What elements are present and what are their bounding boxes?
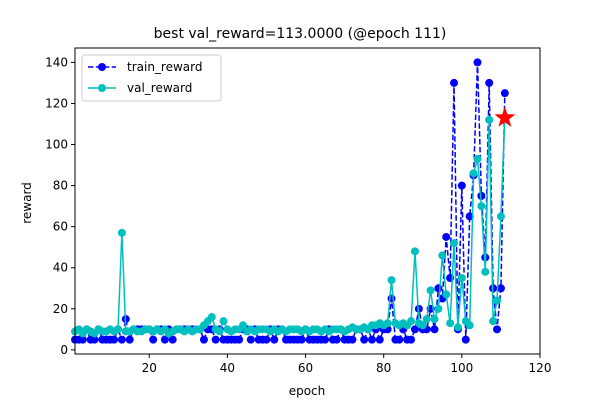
- val-reward-point: [477, 202, 486, 211]
- train-reward-point: [199, 335, 208, 344]
- val-reward-point: [207, 313, 216, 322]
- val-reward-point: [457, 274, 466, 283]
- train-reward-point: [168, 335, 177, 344]
- val-reward-point: [450, 239, 459, 248]
- train-reward-point: [367, 335, 376, 344]
- x-tick-label: 20: [142, 361, 157, 375]
- legend-label-train-reward: train_reward: [127, 60, 203, 74]
- train-reward-point: [149, 335, 158, 344]
- val-reward-point: [418, 321, 427, 330]
- y-tick-label: 40: [53, 261, 68, 275]
- train-reward-point: [90, 335, 99, 344]
- train-reward-point: [461, 335, 470, 344]
- x-tick-label: 60: [298, 361, 313, 375]
- y-tick-label: 60: [53, 220, 68, 234]
- legend: train_reward val_reward: [81, 54, 222, 102]
- plot-area: [71, 58, 516, 344]
- val-reward-point: [434, 304, 443, 313]
- x-tick-label: 100: [450, 361, 473, 375]
- train-reward-point: [485, 78, 494, 87]
- val-reward-point: [113, 325, 122, 334]
- train-reward-point: [477, 191, 486, 200]
- train-reward-point: [125, 335, 134, 344]
- train-reward-point: [430, 325, 439, 334]
- y-tick-label: 140: [45, 55, 68, 69]
- axis-ticks: 20 40 60 80 100 120 0 20 40 60 80 100 120 140: [45, 55, 551, 375]
- legend-label-val-reward: val_reward: [127, 81, 192, 95]
- val-reward-point: [422, 315, 431, 324]
- train-reward-point: [493, 325, 502, 334]
- legend-marker-train-reward: [98, 63, 106, 71]
- train-reward-point: [496, 284, 505, 293]
- y-tick-label: 120: [45, 96, 68, 110]
- train-reward-point: [160, 335, 169, 344]
- series-val-reward: [71, 113, 509, 338]
- train-reward-point: [465, 212, 474, 221]
- train-reward-point: [78, 335, 87, 344]
- train-reward-point: [442, 232, 451, 241]
- y-tick-label: 20: [53, 302, 68, 316]
- plot-frame: [74, 47, 541, 355]
- val-reward-point: [426, 286, 435, 295]
- train-reward-point: [270, 335, 279, 344]
- train-reward-point: [117, 335, 126, 344]
- val-reward-point: [473, 154, 482, 163]
- val-reward-point: [496, 212, 505, 221]
- chart-title: best val_reward=113.0000 (@epoch 111): [154, 26, 447, 42]
- train-reward-point: [211, 335, 220, 344]
- val-reward-point: [117, 228, 126, 237]
- val-reward-point: [438, 251, 447, 260]
- val-reward-point: [239, 321, 248, 330]
- val-reward-point: [407, 317, 416, 326]
- val-reward-point: [493, 296, 502, 305]
- train-reward-point: [395, 335, 404, 344]
- x-axis-label: epoch: [289, 384, 326, 398]
- train-reward-point: [410, 325, 419, 334]
- y-tick-label: 80: [53, 179, 68, 193]
- train-reward-point: [457, 181, 466, 190]
- train-reward-point: [110, 335, 119, 344]
- y-tick-label: 100: [45, 138, 68, 152]
- train-reward-point: [500, 89, 509, 98]
- best-val-star-icon: [494, 106, 516, 127]
- train-reward-point: [375, 335, 384, 344]
- val-reward-point: [485, 115, 494, 124]
- train-reward-point: [348, 335, 357, 344]
- val-reward-point: [442, 290, 451, 299]
- x-tick-label: 40: [220, 361, 235, 375]
- val-reward-point: [430, 315, 439, 324]
- train-reward-point: [297, 335, 306, 344]
- train-reward-point: [473, 58, 482, 67]
- train-reward-point: [262, 335, 271, 344]
- val-reward-point: [215, 327, 224, 336]
- train-reward-point: [360, 335, 369, 344]
- x-tick-label: 120: [529, 361, 552, 375]
- train-reward-point: [332, 335, 341, 344]
- legend-marker-val-reward: [98, 84, 106, 92]
- val-reward-point: [383, 319, 392, 328]
- val-reward-point: [410, 247, 419, 256]
- train-reward-point: [321, 335, 330, 344]
- legend-box: [81, 54, 222, 102]
- val-reward-point: [489, 317, 498, 326]
- x-tick-label: 80: [376, 361, 391, 375]
- val-reward-point: [469, 169, 478, 178]
- val-reward-point: [481, 267, 490, 276]
- val-reward-point: [219, 317, 228, 326]
- y-axis-label: reward: [20, 182, 34, 224]
- train-reward-point: [450, 78, 459, 87]
- train-reward-point: [407, 335, 416, 344]
- val-reward-point: [446, 319, 455, 328]
- train-reward-point: [246, 335, 255, 344]
- train-reward-point: [434, 284, 443, 293]
- train-reward-point: [235, 335, 244, 344]
- train-reward-point: [387, 294, 396, 303]
- y-tick-label: 0: [60, 343, 68, 357]
- val-reward-point: [465, 321, 474, 330]
- val-reward-point: [387, 276, 396, 285]
- val-reward-point: [453, 323, 462, 332]
